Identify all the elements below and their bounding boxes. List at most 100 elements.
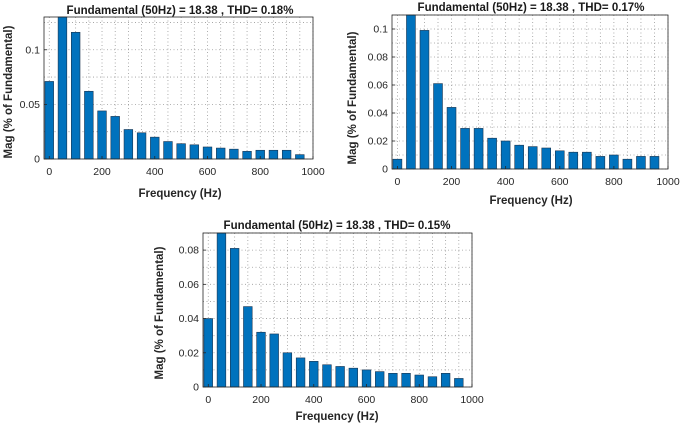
- chart-1-xlabel: Frequency (Hz): [138, 188, 221, 200]
- chart-3-bar: [427, 376, 438, 388]
- chart-2-xtick-label: 400: [497, 176, 515, 188]
- chart-2-bar: [419, 30, 430, 170]
- chart-3-bar: [335, 366, 345, 388]
- chart-1-bar: [123, 129, 134, 160]
- chart-3-xtick-label: 600: [358, 394, 376, 406]
- chart-2-ytick-label: 0.02: [368, 136, 389, 148]
- chart-2-xtick-label: 1000: [656, 176, 680, 188]
- chart-3-ytick-label: 0.08: [179, 245, 200, 257]
- chart-2-ytick-label: 0.1: [373, 24, 388, 36]
- chart-1-bar: [295, 154, 305, 160]
- chart-1-bar: [281, 149, 292, 160]
- chart-2-bar: [636, 156, 646, 170]
- chart-1-ytick-label: 0.1: [25, 44, 40, 56]
- chart-3-ytick-label: 0: [193, 382, 199, 394]
- chart-3-xtick-label: 0: [205, 394, 211, 406]
- chart-3-bar: [454, 378, 464, 388]
- chart-1-bar: [110, 116, 120, 160]
- chart-1-bar: [242, 151, 252, 160]
- chart-2-bar: [582, 151, 592, 170]
- chart-1-xtick-label: 0: [46, 166, 52, 178]
- chart-1-bar: [268, 149, 279, 160]
- chart-3-xtick-label: 200: [252, 394, 270, 406]
- chart-3-ytick-label: 0.06: [179, 279, 200, 291]
- chart-3-bar: [269, 333, 279, 388]
- chart-2-ytick-label: 0.06: [368, 80, 389, 92]
- chart-3-bar: [216, 232, 227, 388]
- chart-3-bar: [401, 373, 411, 388]
- chart-3-bar: [282, 352, 293, 388]
- chart-1: Fundamental (50Hz) = 18.38 , THD= 0.18% …: [3, 5, 325, 200]
- chart-1-ytick-label: 0: [34, 154, 40, 166]
- chart-2-bar: [514, 144, 524, 170]
- chart-1-bar: [150, 136, 160, 160]
- chart-2-title: Fundamental (50Hz) = 18.38 , THD= 0.17%: [418, 2, 645, 14]
- chart-3-bar: [388, 373, 398, 388]
- chart-3-bar: [440, 373, 451, 388]
- chart-3-xtick-label: 400: [305, 394, 323, 406]
- chart-3-xtick-label: 1000: [460, 394, 484, 406]
- chart-2-bar: [649, 156, 660, 170]
- chart-1-bar: [176, 143, 186, 160]
- chart-2-ytick-label: 0: [382, 164, 388, 176]
- chart-3-axes-frame: [202, 232, 473, 388]
- chart-3-title: Fundamental (50Hz) = 18.38 , THD= 0.15%: [224, 220, 451, 232]
- chart-1-xtick-label: 800: [251, 166, 269, 178]
- chart-3-bar: [375, 371, 385, 388]
- chart-2-ytick-label: 0.08: [368, 52, 389, 64]
- chart-3: Fundamental (50Hz) = 18.38 , THD= 0.15% …: [154, 220, 484, 423]
- chart-2-bar: [622, 158, 633, 170]
- chart-1-bar: [189, 144, 199, 160]
- chart-1-bar: [70, 31, 81, 160]
- chart-1-bar: [84, 90, 94, 160]
- chart-1-bar: [44, 81, 54, 160]
- chart-1-axes-frame: [43, 16, 314, 160]
- chart-1-bar: [163, 141, 173, 160]
- chart-2-axes-frame: [391, 14, 669, 170]
- chart-1-bar: [57, 16, 68, 160]
- chart-2-bar: [500, 140, 511, 170]
- chart-2-bar: [487, 137, 497, 170]
- chart-2-bar: [541, 147, 551, 170]
- chart-2-bar: [568, 151, 579, 170]
- chart-2-bar: [406, 14, 416, 170]
- chart-3-bar: [229, 248, 240, 388]
- chart-1-ylabel: Mag (% of Fundamental): [3, 25, 15, 158]
- chart-3-bar: [243, 306, 253, 388]
- chart-3-ytick-label: 0.02: [179, 347, 200, 359]
- chart-1-xtick-label: 600: [199, 166, 217, 178]
- chart-1-xtick-label: 200: [93, 166, 111, 178]
- chart-1-bar: [216, 147, 226, 160]
- chart-3-xlabel: Frequency (Hz): [295, 411, 378, 423]
- chart-2-bar: [433, 83, 443, 170]
- chart-2-xtick-label: 600: [551, 176, 569, 188]
- chart-2-ylabel: Mag (% of Fundamental): [347, 31, 359, 164]
- chart-3-bar: [309, 361, 319, 388]
- chart-2-bar: [473, 128, 484, 170]
- chart-2-xtick-label: 200: [443, 176, 461, 188]
- chart-3-bar: [295, 357, 306, 388]
- chart-3-bar: [348, 367, 358, 388]
- chart-1-xtick-label: 1000: [301, 166, 325, 178]
- chart-2-bar: [446, 107, 457, 170]
- chart-2-xtick-label: 0: [394, 176, 400, 188]
- chart-3-xtick-label: 800: [410, 394, 428, 406]
- chart-2-ytick-label: 0.04: [368, 108, 389, 120]
- chart-1-ytick-label: 0.05: [20, 99, 41, 111]
- chart-2-xlabel: Frequency (Hz): [489, 195, 572, 207]
- chart-2: Fundamental (50Hz) = 18.38 , THD= 0.17% …: [347, 2, 680, 207]
- chart-3-bar: [256, 331, 266, 388]
- chart-1-bar: [136, 132, 147, 160]
- chart-1-bar: [97, 110, 107, 160]
- chart-3-bars: [203, 232, 464, 388]
- chart-1-bar: [229, 148, 239, 160]
- chart-2-bar: [527, 146, 538, 170]
- chart-3-bar: [322, 364, 332, 388]
- chart-2-bars: [392, 14, 660, 170]
- chart-1-xtick-label: 400: [146, 166, 164, 178]
- chart-1-bars: [44, 16, 305, 160]
- chart-2-bar: [595, 156, 606, 170]
- chart-1-title: Fundamental (50Hz) = 18.38 , THD= 0.18%: [67, 5, 294, 17]
- chart-2-xtick-label: 800: [605, 176, 623, 188]
